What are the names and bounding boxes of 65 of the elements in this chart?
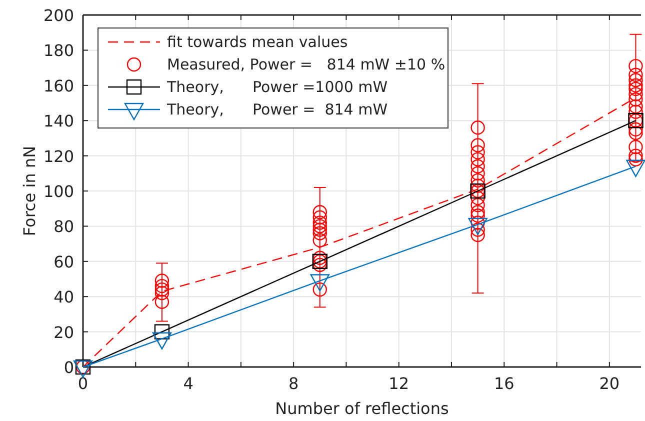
y-tick-label: 180: [43, 41, 74, 60]
point: [312, 210, 327, 224]
point: [470, 152, 485, 166]
point: [628, 99, 643, 114]
point: [628, 126, 643, 140]
y-axis-title: Force in nN: [20, 146, 39, 236]
point: [628, 152, 643, 166]
point: [470, 205, 485, 220]
point: [470, 198, 485, 212]
point: [470, 178, 485, 193]
point: [154, 324, 170, 340]
x-tick-label: 20: [599, 374, 620, 393]
y-tick-label: 140: [43, 112, 74, 131]
point: [312, 222, 327, 237]
x-tick-label: 16: [494, 374, 514, 393]
legend-label: Measured, Power = 814 mW ±10 %: [167, 56, 446, 74]
point: [470, 120, 485, 135]
point: [312, 219, 327, 234]
y-tick-label: 40: [54, 288, 74, 307]
point: [470, 145, 485, 160]
x-tick-label: 8: [288, 374, 299, 393]
point: [628, 87, 643, 102]
point: [470, 166, 485, 180]
point: [628, 122, 643, 136]
point: [312, 258, 327, 272]
point: [628, 73, 643, 88]
point: [470, 190, 485, 206]
point: [470, 138, 485, 152]
point: [628, 68, 643, 82]
y-tick-label: 0: [64, 358, 74, 377]
point: [154, 294, 170, 309]
y-tick-label: 160: [43, 76, 74, 96]
point: [628, 58, 643, 74]
x-tick-label: 12: [388, 374, 410, 393]
point: [628, 82, 643, 96]
y-tick-label: 200: [43, 6, 74, 25]
point: [154, 282, 170, 297]
point: [312, 205, 327, 220]
point: [312, 250, 327, 265]
point: [628, 148, 643, 163]
legend-label: Theory, Power =1000 mW: [166, 78, 388, 96]
y-tick-label: 20: [54, 322, 74, 342]
point: [628, 92, 643, 107]
point: [154, 286, 170, 300]
point: [470, 173, 485, 188]
x-tick-label: 0: [78, 374, 88, 393]
x-tick-label: 4: [183, 374, 194, 393]
y-tick-label: 120: [43, 146, 74, 166]
point: [628, 140, 643, 154]
point: [470, 228, 485, 242]
legend-label: Theory, Power = 814 mW: [166, 100, 388, 118]
y-tick-label: 100: [43, 182, 74, 201]
point: [312, 216, 327, 230]
point: [312, 226, 327, 240]
x-axis-title: Number of reflections: [275, 399, 449, 418]
point: [154, 278, 170, 294]
y-tick-label: 60: [54, 252, 74, 272]
point: [470, 208, 485, 223]
point: [628, 78, 643, 92]
point: [312, 233, 327, 248]
point: [154, 274, 170, 288]
y-tick-label: 80: [54, 217, 74, 236]
point: [628, 104, 643, 119]
point: [470, 159, 485, 174]
legend-label: fit towards mean values: [167, 33, 348, 51]
